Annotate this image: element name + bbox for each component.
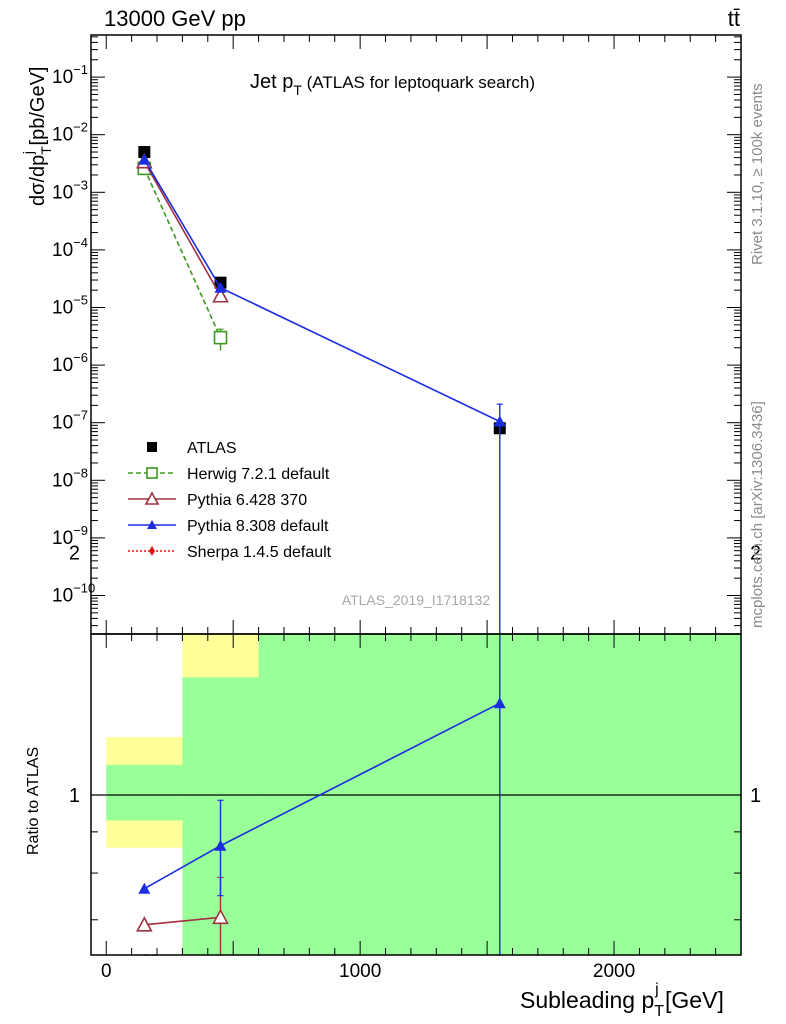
ratio-y-axis-title: Ratio to ATLAS xyxy=(25,747,42,855)
main-series xyxy=(135,146,506,634)
x-axis-title: Subleading pTj [GeV] xyxy=(520,981,724,1020)
ratio-point-pythia-6-428-370 xyxy=(135,916,153,932)
main-point-herwig-7-2-1-default xyxy=(213,330,228,345)
x-tick-label: 2000 xyxy=(593,961,635,982)
main-y-tick-label: 10−5 xyxy=(52,293,88,319)
legend: ATLAS Herwig 7.2.1 default Pythia 6.428 37… xyxy=(128,440,332,561)
legend-marker xyxy=(144,491,160,505)
legend-marker xyxy=(147,442,157,452)
ratio-point-pythia-8-308-default xyxy=(138,882,151,894)
plot-title: Jet pT (ATLAS for leptoquark search) xyxy=(250,71,535,98)
main-y-tick-label: 10−1 xyxy=(52,62,88,88)
rivet-label: Rivet 3.1.10, ≥ 100k events xyxy=(749,83,766,265)
x-tick-label: 1000 xyxy=(339,961,381,982)
ratio-y-tick-label-right: 2 xyxy=(750,543,761,565)
legend-label: Sherpa 1.4.5 default xyxy=(187,544,332,561)
main-y-tick-label: 10−9 xyxy=(52,523,88,549)
ratio-point-pythia-8-308-default xyxy=(493,697,506,709)
analysis-id: ATLAS_2019_I1718132 xyxy=(342,592,491,608)
main-point-pythia-8-308-default xyxy=(138,153,151,165)
legend-label: Pythia 8.308 default xyxy=(187,518,329,535)
main-point-atlas xyxy=(138,146,151,159)
legend-label: Herwig 7.2.1 default xyxy=(187,466,330,483)
process-label: tt̄ xyxy=(728,6,740,31)
main-y-axis-title: dσ/dpTj [pb/GeV] xyxy=(20,67,54,206)
legend-marker xyxy=(149,546,155,556)
main-point-pythia-6-428-370 xyxy=(212,287,229,303)
mcplots-label: mcplots.cern.ch [arXiv:1306.3436] xyxy=(749,401,766,628)
ratio-y-tick-label-right: 1 xyxy=(750,785,761,807)
main-y-tick-label: 10−7 xyxy=(52,408,88,434)
main-y-tick-label: 10−2 xyxy=(52,120,88,146)
main-y-tick-label: 10−4 xyxy=(52,235,88,261)
axis-tick-labels: 10−1010−910−810−710−610−510−410−310−210−… xyxy=(52,62,761,982)
energy-label: 13000 GeV pp xyxy=(104,6,246,31)
legend-label: Pythia 6.428 370 xyxy=(187,492,307,509)
axis-ticks xyxy=(91,35,742,955)
ratio-y-tick-label-left: 1 xyxy=(69,785,80,807)
main-line-herwig-7-2-1-default xyxy=(143,168,222,338)
main-line-pythia-6-428-370 xyxy=(143,161,222,297)
ratio-point-pythia-6-428-370 xyxy=(212,908,229,925)
x-tick-label: 0 xyxy=(101,961,112,982)
ratio-series xyxy=(135,633,506,956)
legend-marker xyxy=(147,520,157,529)
legend-label: ATLAS xyxy=(187,440,237,457)
main-y-tick-label: 10−3 xyxy=(52,177,88,203)
ratio-point-pythia-8-308-default xyxy=(214,839,227,851)
legend-marker xyxy=(146,467,158,479)
main-point-pythia-8-308-default xyxy=(214,281,227,293)
green-band-0 xyxy=(106,764,183,821)
main-line-pythia-8-308-default xyxy=(143,159,501,423)
ratio-line-pythia-6-428-370 xyxy=(144,916,221,926)
main-y-tick-label: 10−6 xyxy=(52,350,88,376)
ratio-y-tick-label-left: 2 xyxy=(69,543,80,565)
main-y-tick-label: 10−8 xyxy=(52,465,88,491)
main-point-pythia-8-308-default xyxy=(493,415,506,427)
main-y-tick-label: 10−10 xyxy=(52,581,95,607)
